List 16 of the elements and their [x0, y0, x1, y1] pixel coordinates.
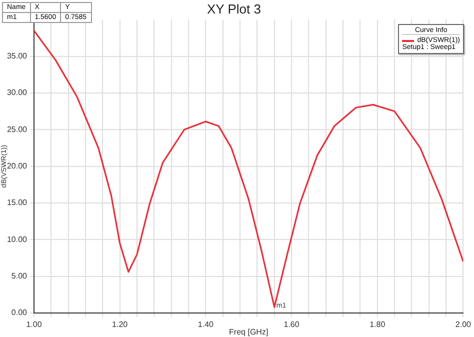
y-tick-label: 30.00 [6, 88, 28, 98]
y-tick-label: 10.00 [6, 234, 28, 244]
x-tick-label: 1.20 [112, 320, 128, 330]
x-axis-title: Freq [GHz] [229, 327, 268, 336]
x-tick-label: 1.60 [284, 320, 300, 330]
y-tick-label: 25.00 [6, 124, 28, 134]
x-tick-label: 1.40 [198, 320, 214, 330]
x-tick-label: 2.00 [455, 320, 472, 330]
y-tick-label: 20.00 [6, 162, 28, 171]
y-tick-label: 5.00 [11, 272, 28, 281]
x-tick-label: 1.00 [26, 320, 42, 330]
y-tick-label: 0.00 [11, 308, 28, 318]
x-tick-label: 1.80 [370, 320, 386, 330]
chart-title: XY Plot 3 [207, 1, 261, 16]
y-tick-label: 35.00 [6, 51, 28, 60]
y-tick-label: 15.00 [6, 198, 28, 208]
